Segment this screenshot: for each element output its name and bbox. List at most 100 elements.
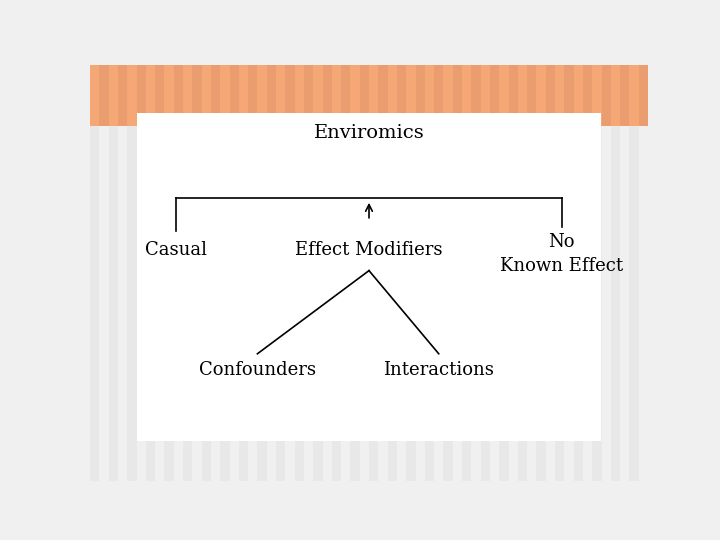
Bar: [583, 65, 593, 481]
Bar: [109, 65, 118, 126]
Bar: [202, 65, 211, 481]
Bar: [192, 65, 202, 126]
Bar: [211, 65, 220, 126]
Bar: [118, 65, 127, 481]
Bar: [211, 65, 220, 481]
Bar: [397, 65, 406, 481]
Bar: [341, 65, 351, 126]
Bar: [137, 65, 145, 481]
Bar: [313, 65, 323, 481]
Bar: [192, 65, 202, 481]
Bar: [499, 65, 508, 126]
Bar: [248, 65, 258, 126]
Bar: [406, 65, 415, 481]
Bar: [387, 65, 397, 126]
Bar: [266, 65, 276, 481]
Bar: [239, 65, 248, 481]
Text: Interactions: Interactions: [383, 361, 494, 380]
Bar: [239, 65, 248, 126]
Bar: [369, 65, 378, 481]
Bar: [99, 65, 109, 126]
Bar: [444, 65, 453, 126]
Bar: [527, 65, 536, 481]
Bar: [518, 65, 527, 126]
Bar: [276, 65, 285, 126]
Bar: [639, 65, 648, 481]
Bar: [138, 113, 600, 441]
Bar: [508, 65, 518, 126]
Bar: [90, 65, 99, 126]
Text: Enviromics: Enviromics: [314, 124, 424, 143]
Bar: [490, 65, 499, 126]
Bar: [601, 65, 611, 126]
Bar: [313, 65, 323, 126]
Bar: [518, 65, 527, 481]
Bar: [453, 65, 462, 481]
Bar: [285, 65, 294, 481]
Bar: [183, 65, 192, 481]
Bar: [546, 65, 555, 481]
Bar: [332, 65, 341, 126]
Bar: [127, 65, 137, 481]
Bar: [174, 65, 183, 126]
Bar: [258, 65, 266, 481]
Bar: [360, 65, 369, 126]
Bar: [472, 65, 481, 481]
Bar: [155, 65, 164, 481]
Bar: [527, 65, 536, 126]
Bar: [99, 65, 109, 481]
Bar: [620, 65, 629, 481]
Bar: [499, 65, 508, 481]
Bar: [481, 65, 490, 126]
Bar: [481, 65, 490, 481]
Bar: [323, 65, 332, 481]
Bar: [230, 65, 239, 481]
Bar: [369, 65, 378, 126]
Bar: [294, 65, 304, 481]
Bar: [220, 65, 230, 481]
Bar: [611, 65, 620, 481]
Bar: [220, 65, 230, 126]
Bar: [397, 65, 406, 126]
Bar: [425, 65, 434, 481]
Bar: [453, 65, 462, 126]
Bar: [202, 65, 211, 126]
Bar: [155, 65, 164, 126]
Bar: [378, 65, 387, 481]
Bar: [164, 65, 174, 126]
Bar: [415, 65, 425, 481]
Bar: [601, 65, 611, 481]
Bar: [230, 65, 239, 126]
Bar: [387, 65, 397, 481]
Bar: [536, 65, 546, 481]
Bar: [415, 65, 425, 126]
Bar: [341, 65, 351, 481]
Bar: [508, 65, 518, 481]
Bar: [611, 65, 620, 126]
Bar: [164, 65, 174, 481]
Bar: [285, 65, 294, 126]
Bar: [564, 65, 574, 126]
Bar: [109, 65, 118, 481]
Bar: [137, 65, 145, 126]
Bar: [294, 65, 304, 126]
Bar: [378, 65, 387, 126]
Bar: [323, 65, 332, 126]
Bar: [304, 65, 313, 481]
Bar: [593, 65, 601, 481]
Bar: [351, 65, 360, 126]
Bar: [490, 65, 499, 481]
Bar: [472, 65, 481, 126]
Bar: [434, 65, 444, 126]
Bar: [425, 65, 434, 126]
Bar: [145, 65, 155, 481]
Bar: [406, 65, 415, 126]
Text: No
Known Effect: No Known Effect: [500, 233, 623, 275]
Bar: [174, 65, 183, 481]
Bar: [434, 65, 444, 481]
Bar: [462, 65, 472, 126]
Bar: [574, 65, 583, 481]
Bar: [564, 65, 574, 481]
Bar: [462, 65, 472, 481]
Bar: [276, 65, 285, 481]
